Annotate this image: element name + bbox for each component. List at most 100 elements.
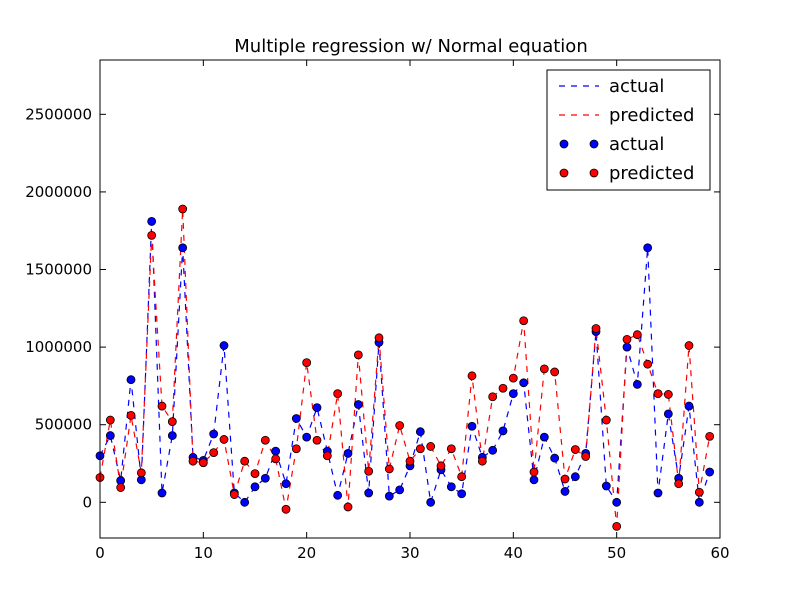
data-point-actual xyxy=(622,342,632,352)
data-point-predicted xyxy=(426,442,436,451)
data-point-actual xyxy=(488,445,498,455)
data-point-predicted xyxy=(229,490,239,499)
data-point-predicted xyxy=(612,521,622,531)
x-tick-label: 30 xyxy=(400,544,419,562)
data-point-predicted xyxy=(601,415,611,425)
data-point-predicted xyxy=(405,456,415,466)
data-point-predicted xyxy=(581,452,591,461)
legend-label: predicted xyxy=(609,163,694,184)
data-point-predicted xyxy=(643,359,653,369)
y-axis: 0 500000 1000000 1500000 2000000 2500000 xyxy=(25,105,720,511)
data-point-predicted xyxy=(178,204,188,214)
y-tick-label: 2000000 xyxy=(25,183,92,201)
data-point-actual xyxy=(302,432,312,442)
data-point-actual xyxy=(694,497,704,507)
data-point-actual xyxy=(291,414,301,423)
data-point-predicted xyxy=(570,445,580,454)
data-point-predicted xyxy=(498,383,508,393)
x-tick-label: 0 xyxy=(95,544,105,562)
data-point-actual xyxy=(684,401,694,411)
data-point-actual xyxy=(457,489,467,499)
data-point-actual xyxy=(508,389,518,399)
series-lines xyxy=(99,208,711,527)
data-point-predicted xyxy=(364,466,374,476)
data-point-actual xyxy=(240,497,250,507)
data-point-predicted xyxy=(353,350,363,360)
legend-swatch-marker xyxy=(559,168,569,178)
data-point-predicted xyxy=(188,456,198,466)
data-point-predicted xyxy=(343,502,353,512)
x-axis: 0 10 20 30 40 50 60 xyxy=(95,60,730,562)
data-point-actual xyxy=(395,485,405,495)
data-point-predicted xyxy=(260,435,270,445)
legend-label: actual xyxy=(609,134,664,155)
data-point-actual xyxy=(260,473,270,483)
data-point-predicted xyxy=(415,444,425,454)
data-point-actual xyxy=(271,446,281,456)
data-point-actual xyxy=(167,431,177,440)
data-point-actual xyxy=(612,497,622,507)
data-point-predicted xyxy=(653,389,663,399)
data-point-predicted xyxy=(271,454,281,464)
x-tick-label: 20 xyxy=(297,544,316,562)
data-point-predicted xyxy=(508,373,518,383)
x-tick-label: 60 xyxy=(710,544,729,562)
data-point-predicted xyxy=(519,316,529,326)
data-point-predicted xyxy=(250,469,260,478)
data-point-actual xyxy=(353,400,363,409)
data-point-predicted xyxy=(374,333,384,343)
data-point-predicted xyxy=(126,410,136,420)
data-point-actual xyxy=(663,409,673,419)
series-markers xyxy=(95,204,715,531)
data-point-actual xyxy=(653,488,663,498)
data-point-actual xyxy=(157,488,167,498)
data-point-actual xyxy=(209,429,219,439)
data-point-predicted xyxy=(240,456,250,466)
legend-swatch-marker xyxy=(589,168,599,178)
data-point-actual xyxy=(426,497,436,507)
data-point-actual xyxy=(632,379,642,389)
data-point-predicted xyxy=(198,458,208,468)
y-tick-label: 2500000 xyxy=(25,105,92,123)
data-point-actual xyxy=(560,487,570,496)
data-point-predicted xyxy=(167,417,177,427)
data-point-predicted xyxy=(705,431,715,441)
y-tick-label: 500000 xyxy=(35,416,92,434)
series-line-predicted xyxy=(99,208,711,527)
data-point-predicted xyxy=(157,401,167,411)
data-point-predicted xyxy=(209,448,219,458)
legend-label: predicted xyxy=(609,105,694,126)
data-point-predicted xyxy=(436,461,446,471)
legend-box xyxy=(546,69,711,191)
data-point-actual xyxy=(643,243,653,253)
data-point-predicted xyxy=(477,456,487,466)
y-tick-label: 0 xyxy=(82,493,92,511)
data-point-actual xyxy=(601,481,611,491)
legend: actual predicted actual predicted xyxy=(546,69,711,191)
data-point-predicted xyxy=(622,334,632,344)
data-point-predicted xyxy=(446,444,456,454)
data-point-actual xyxy=(126,375,136,385)
data-point-actual xyxy=(529,475,539,485)
data-point-predicted xyxy=(312,435,322,445)
data-point-predicted xyxy=(302,358,312,368)
legend-swatch-marker xyxy=(559,139,569,149)
data-point-predicted xyxy=(147,230,157,240)
data-point-predicted xyxy=(632,330,642,340)
data-point-predicted xyxy=(694,487,704,497)
data-point-predicted xyxy=(550,367,560,377)
data-point-predicted xyxy=(529,467,539,477)
data-point-actual xyxy=(446,482,456,492)
data-point-actual xyxy=(105,431,115,440)
data-point-actual xyxy=(312,403,322,413)
x-tick-label: 10 xyxy=(194,544,213,562)
data-point-actual xyxy=(250,482,260,492)
y-tick-label: 1500000 xyxy=(25,261,92,279)
data-point-actual xyxy=(281,479,291,489)
legend-label: actual xyxy=(609,76,664,97)
data-point-predicted xyxy=(291,444,301,454)
data-point-actual xyxy=(519,378,529,388)
data-point-actual xyxy=(539,432,549,442)
data-point-actual xyxy=(498,426,508,436)
